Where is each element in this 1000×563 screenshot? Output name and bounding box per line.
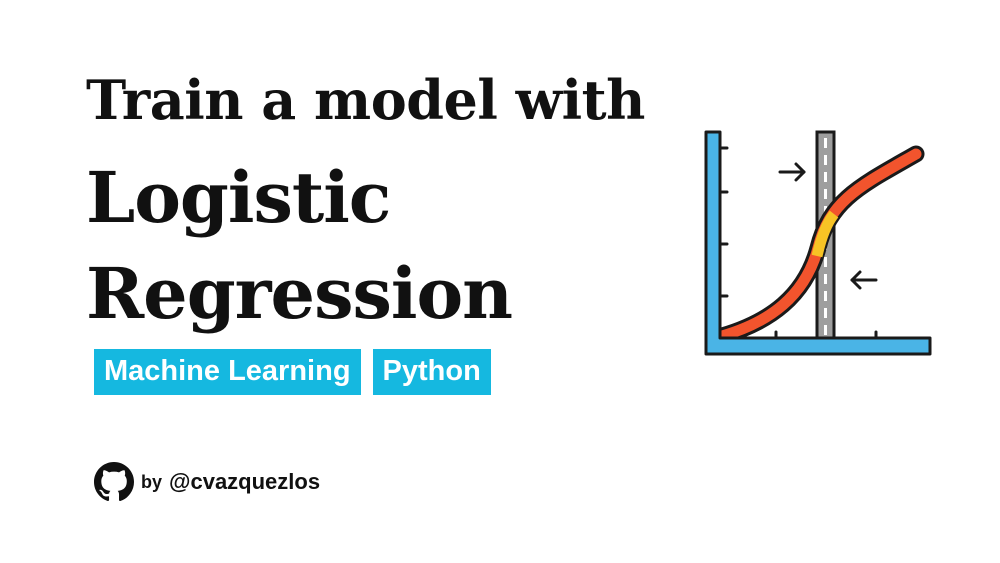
title-line-2: Logistic — [86, 156, 391, 239]
tag-list: Machine Learning Python — [94, 349, 491, 395]
github-icon[interactable] — [94, 462, 134, 502]
sigmoid-threshold-segment — [811, 210, 839, 258]
author-handle[interactable]: @cvazquezlos — [169, 469, 321, 494]
title-line-3: Regression — [86, 252, 513, 335]
logistic-regression-curve-icon — [700, 128, 936, 364]
right-arrow-icon — [778, 162, 806, 182]
left-arrow-icon — [850, 270, 878, 290]
tag-machine-learning: Machine Learning — [94, 349, 361, 395]
author-credit: by @cvazquezlos — [94, 462, 320, 502]
author-by-label: by — [141, 471, 163, 492]
chart-axes — [704, 130, 932, 356]
title-line-1: Train a model with — [86, 68, 645, 132]
tag-python: Python — [372, 349, 491, 395]
